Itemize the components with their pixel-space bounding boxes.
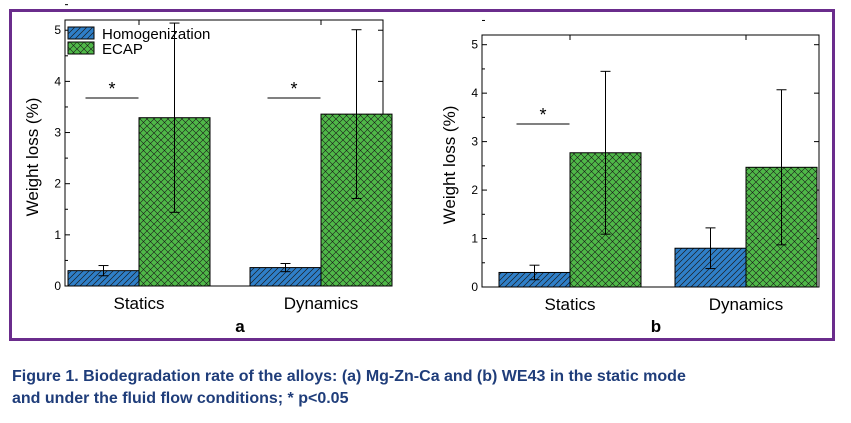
panel-b-ytick-label: 2 — [471, 183, 478, 197]
panel-b-category-label: Dynamics — [709, 295, 784, 314]
panel-a-ytick-label: 1 — [54, 228, 61, 242]
panel-b-significance-star: * — [539, 105, 546, 125]
panel-a-ytick-label: 3 — [54, 126, 61, 140]
panel-b-axes-box — [481, 34, 820, 288]
panel-a-ylabel: Weight loss (%) — [23, 98, 42, 217]
panel-b-ytick-label: 4 — [471, 86, 478, 100]
figure-caption: Figure 1. Biodegradation rate of the all… — [12, 366, 842, 410]
panel-b-ytick-label: 0 — [471, 280, 478, 294]
panel-b-ylabel: Weight loss (%) — [440, 106, 459, 225]
panel-a-category-label: Dynamics — [284, 294, 359, 313]
legend-swatch-ecap-hatch — [68, 42, 94, 54]
panel-a-ytick-label: 4 — [54, 74, 61, 88]
caption-line-2: and under the fluid flow conditions; * p… — [12, 390, 349, 407]
chart-panel-a: 0 1 2 3 4 5 Weight loss (%) Statics Dynamics * * H… — [23, 4, 393, 336]
panel-a-significance-star: * — [290, 79, 297, 99]
panel-a-category-label: Statics — [113, 294, 164, 313]
panel-b-ytick-label: 1 — [471, 232, 478, 246]
legend-label-homogenization: Homogenization — [102, 26, 210, 43]
panel-a-ytick-label: 2 — [54, 177, 61, 191]
legend-swatch-homogenization-hatch — [68, 27, 94, 39]
plot-area-a: 0 1 2 3 4 5 Weight loss (%) Statics Dynamics * * — [23, 4, 393, 313]
panel-a-significance-star: * — [108, 79, 115, 99]
panel-b-ytick-label: 5 — [471, 38, 478, 52]
legend-a: Homogenization ECAP — [67, 26, 210, 58]
panel-a-ytick-label: 5 — [54, 23, 61, 37]
chart-panel-b: 0 1 2 3 4 5 Weight loss (%) Statics Dynamics * b — [440, 19, 820, 336]
legend-label-ecap: ECAP — [102, 41, 143, 58]
panel-a-ytick-label: 0 — [54, 279, 61, 293]
panel-b-category-label: Statics — [544, 295, 595, 314]
figure-charts: 0 1 2 3 4 5 Weight loss (%) Statics Dynamics * * H… — [23, 4, 820, 336]
panel-label-a: a — [235, 317, 245, 336]
panel-label-b: b — [651, 317, 661, 336]
caption-line-1: Figure 1. Biodegradation rate of the all… — [12, 368, 686, 385]
plot-area-b: 0 1 2 3 4 5 Weight loss (%) Statics Dynamics * — [440, 19, 820, 314]
panel-b-ytick-label: 3 — [471, 135, 478, 149]
